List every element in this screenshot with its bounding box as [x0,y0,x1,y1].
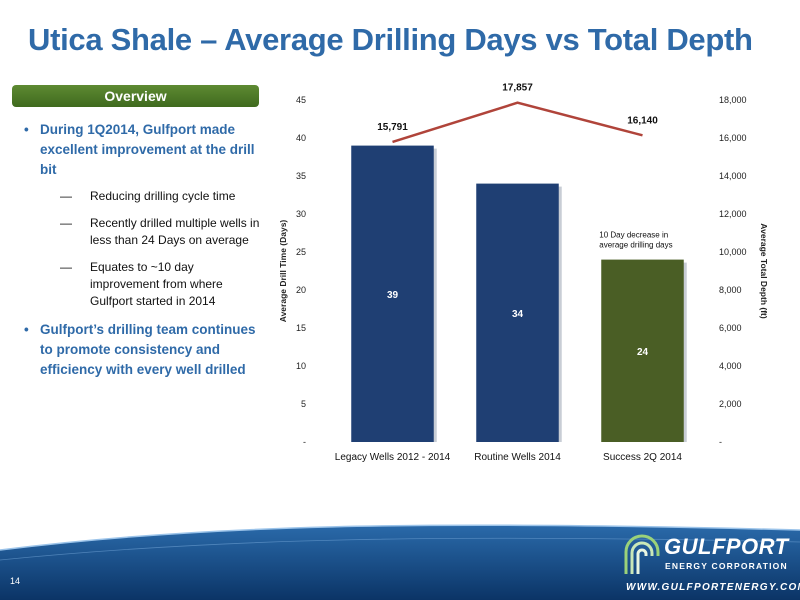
dash-glyph: — [60,260,72,274]
bar [601,259,684,442]
y2-tick-label: 10,000 [719,247,747,257]
y2-tick-label: 8,000 [719,285,742,295]
series-line [392,101,643,144]
logo-subtitle: ENERGY CORPORATION [665,561,788,571]
y2-tick-label: - [719,437,722,447]
bar [351,145,434,442]
bar-value-label: 24 [637,347,649,358]
line-value-label: 16,140 [627,115,658,126]
sub-bullet-list: — Reducing drilling cycle time — Recentl… [24,188,264,310]
y-tick-label: 10 [296,361,306,371]
page-number: 14 [10,576,21,586]
y2-axis-title: Average Total Depth (ft) [759,223,769,319]
bullet-glyph: • [24,122,29,137]
y2-tick-label: 12,000 [719,209,747,219]
y-tick-label: 40 [296,133,306,143]
dash-glyph: — [60,189,72,203]
y-tick-label: - [303,437,306,447]
y2-tick-label: 4,000 [719,361,742,371]
y-tick-label: 5 [301,399,306,409]
y2-tick-label: 6,000 [719,323,742,333]
footer-band [0,524,800,600]
sub-bullet-text: Recently drilled multiple wells in less … [90,216,260,247]
y2-tick-label: 18,000 [719,95,747,105]
logo-url: WWW.GULFPORTENERGY.COM [626,582,800,593]
slide-title: Utica Shale – Average Drilling Days vs T… [28,22,753,57]
bullet-text: During 1Q2014, Gulfport made excellent i… [40,122,255,177]
y2-tick-label: 14,000 [719,171,747,181]
x-category-label: Legacy Wells 2012 - 2014 [335,452,451,463]
bar-value-label: 34 [512,309,524,320]
bullet-glyph: • [24,322,29,337]
annotation-text: average drilling days [599,241,672,250]
sub-bullet-text: Reducing drilling cycle time [90,189,236,203]
y-tick-label: 35 [296,171,306,181]
drilling-chart: - 5 10 15 20 25 30 35 40 45 - 2,000 4,000 6,000 8,000 1… [270,80,800,470]
y2-tick-label: 16,000 [719,133,747,143]
bullet-item: • During 1Q2014, Gulfport made excellent… [24,120,264,180]
bullet-text: Gulfport’s drilling team continues to pr… [40,322,256,377]
y-tick-label: 25 [296,247,306,257]
sub-bullet-item: — Reducing drilling cycle time [24,188,264,205]
y-tick-label: 45 [296,95,306,105]
line-value-label: 15,791 [377,122,408,133]
line-value-label: 17,857 [502,83,533,94]
dash-glyph: — [60,216,72,230]
y-tick-label: 30 [296,209,306,219]
sub-bullet-item: — Recently drilled multiple wells in les… [24,215,264,249]
x-category-label: Routine Wells 2014 [474,452,561,463]
overview-header: Overview [12,85,259,107]
sub-bullet-item: — Equates to ~10 day improvement from wh… [24,259,264,310]
bar-value-label: 39 [387,290,399,301]
y-tick-label: 20 [296,285,306,295]
bullet-item: • Gulfport’s drilling team continues to … [24,320,264,380]
y2-tick-label: 2,000 [719,399,742,409]
logo-arch-icon [624,534,660,574]
annotation-text: 10 Day decrease in [599,231,668,240]
sub-bullet-text: Equates to ~10 day improvement from wher… [90,260,223,308]
y-tick-label: 15 [296,323,306,333]
chart-canvas: - 5 10 15 20 25 30 35 40 45 - 2,000 4,000 6,000 8,000 1… [278,83,769,463]
overview-bullets: • During 1Q2014, Gulfport made excellent… [24,120,264,380]
y-axis-title: Average Drill Time (Days) [278,220,288,323]
company-logo: GULFPORT ENERGY CORPORATION WWW.GULFPORT… [622,530,800,594]
x-category-label: Success 2Q 2014 [603,452,682,463]
bar [476,183,559,442]
logo-name: GULFPORT [664,534,789,559]
